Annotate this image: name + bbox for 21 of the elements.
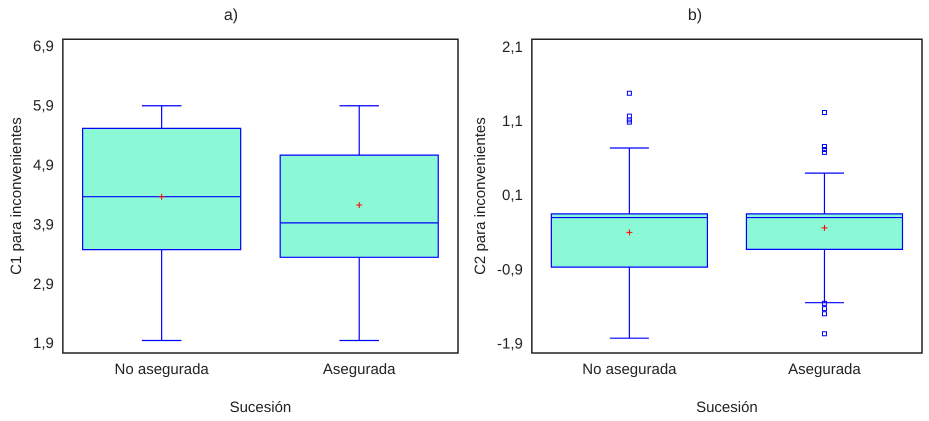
y-tick-label: 6,9	[32, 38, 54, 56]
chart-title: a)	[224, 7, 238, 24]
y-axis-title: C1 para inconvenientes	[8, 117, 26, 275]
x-tick-label: No asegurada	[582, 361, 678, 378]
x-axis-title: Sucesión	[230, 399, 292, 416]
x-axis-title: Sucesión	[696, 399, 758, 416]
x-tick-label: Asegurada	[788, 361, 862, 378]
y-tick-label: 5,9	[32, 98, 54, 114]
y-tick-label: 1,9	[32, 335, 54, 352]
y-tick-label: 2,9	[32, 276, 54, 293]
y-tick-label: -0,9	[496, 261, 523, 278]
x-tick-label: No asegurada	[114, 361, 210, 378]
y-tick-label: 4,9	[32, 156, 54, 174]
x-tick-label: Asegurada	[322, 361, 396, 378]
y-tick-label: 3,9	[32, 216, 54, 234]
y-tick-label: 1,1	[502, 113, 523, 130]
y-tick-label: 0,1	[502, 187, 523, 204]
y-tick-label: 2,1	[502, 39, 523, 56]
y-tick-label: -1,9	[496, 335, 523, 352]
chart-title: b)	[688, 7, 702, 24]
y-axis-title: C2 para inconvenientes	[472, 117, 490, 275]
